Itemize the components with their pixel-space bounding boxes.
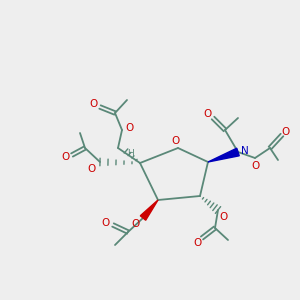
Text: O: O bbox=[126, 123, 134, 133]
Text: O: O bbox=[88, 164, 96, 174]
Text: O: O bbox=[90, 99, 98, 109]
Text: H: H bbox=[127, 149, 134, 158]
Polygon shape bbox=[140, 200, 158, 220]
Text: O: O bbox=[61, 152, 69, 162]
Text: O: O bbox=[131, 219, 139, 229]
Polygon shape bbox=[208, 148, 239, 162]
Text: O: O bbox=[102, 218, 110, 228]
Text: O: O bbox=[219, 212, 227, 222]
Text: O: O bbox=[172, 136, 180, 146]
Text: O: O bbox=[204, 109, 212, 119]
Text: O: O bbox=[282, 127, 290, 137]
Text: N: N bbox=[241, 146, 249, 156]
Text: O: O bbox=[252, 161, 260, 171]
Text: O: O bbox=[194, 238, 202, 248]
